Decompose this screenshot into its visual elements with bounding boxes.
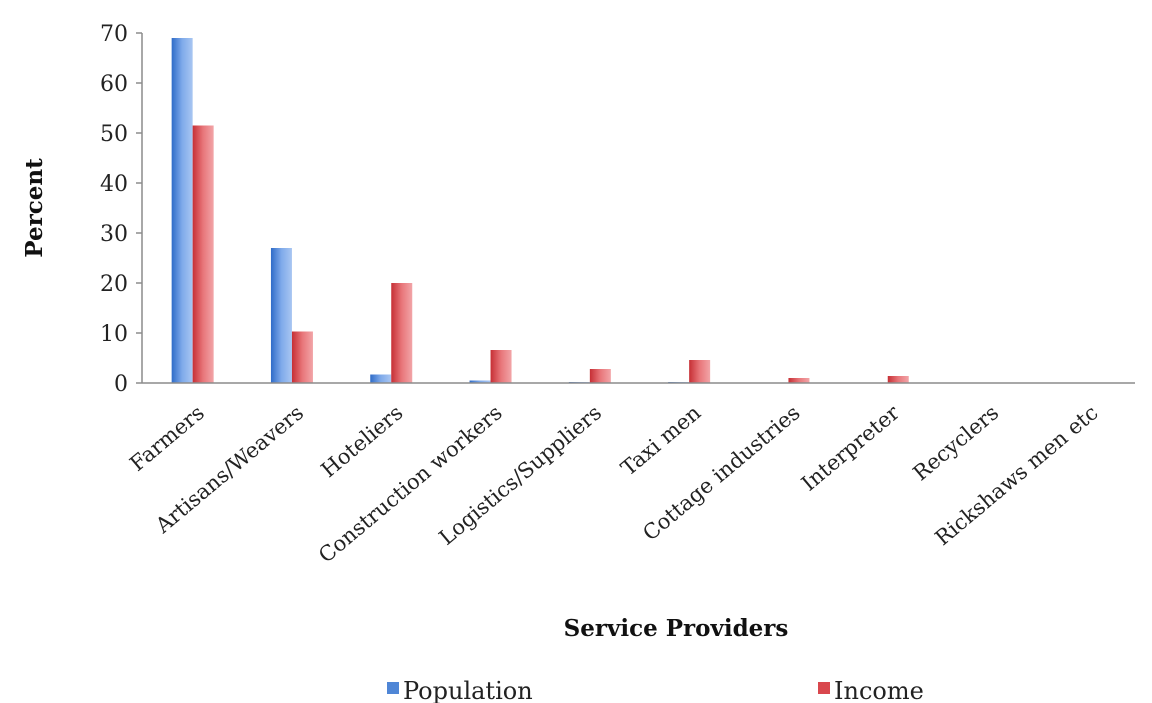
x-tick-label: Construction workers [314, 400, 507, 567]
bars [172, 38, 909, 383]
bar-population-artisans-weavers [271, 248, 292, 383]
bar-income-taxi-men [689, 360, 710, 383]
y-axis-title: Percent [21, 158, 48, 258]
bar-population-farmers [172, 38, 193, 383]
y-tick-label: 70 [100, 22, 128, 47]
y-tick-label: 50 [100, 122, 128, 147]
y-tick-label: 20 [100, 272, 128, 297]
y-tick-label: 40 [100, 172, 128, 197]
y-tick-label: 10 [100, 322, 128, 347]
y-tick-label: 30 [100, 222, 128, 247]
bar-income-artisans-weavers [292, 332, 313, 384]
x-tick-label: Hoteliers [317, 400, 408, 482]
y-tick-label: 0 [114, 372, 128, 397]
bar-income-farmers [193, 126, 214, 384]
bar-income-construction-workers [491, 350, 512, 383]
x-tick-label: Recyclers [908, 400, 1003, 485]
legend-label-population: Population [403, 677, 533, 703]
bar-income-hoteliers [391, 283, 412, 383]
bar-income-interpreter [888, 376, 909, 383]
y-tick-label: 60 [100, 72, 128, 97]
x-axis-title: Service Providers [564, 615, 789, 642]
legend-swatch-income [818, 682, 830, 694]
x-tick-label: Farmers [125, 400, 209, 476]
x-tick-label: Logistics/Suppliers [435, 400, 607, 549]
x-tick-label: Taxi men [616, 400, 705, 480]
legend-label-income: Income [834, 677, 924, 703]
x-tick-label: Rickshaws men etc [931, 400, 1103, 550]
x-tick-label: Interpreter [797, 400, 905, 496]
legend-swatch-population [387, 682, 399, 694]
legend: Population Income [387, 677, 924, 703]
bar-income-logistics-suppliers [590, 369, 611, 383]
y-axis-ticks: 0 10 20 30 40 50 60 70 [100, 22, 142, 397]
bar-population-hoteliers [370, 375, 391, 384]
